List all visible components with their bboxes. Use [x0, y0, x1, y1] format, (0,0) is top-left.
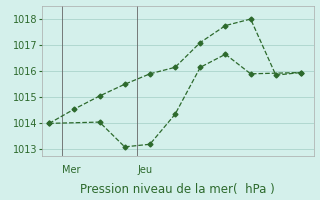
Text: Jeu: Jeu [137, 165, 152, 175]
Text: Pression niveau de la mer(  hPa ): Pression niveau de la mer( hPa ) [80, 183, 275, 196]
Text: Mer: Mer [62, 165, 80, 175]
